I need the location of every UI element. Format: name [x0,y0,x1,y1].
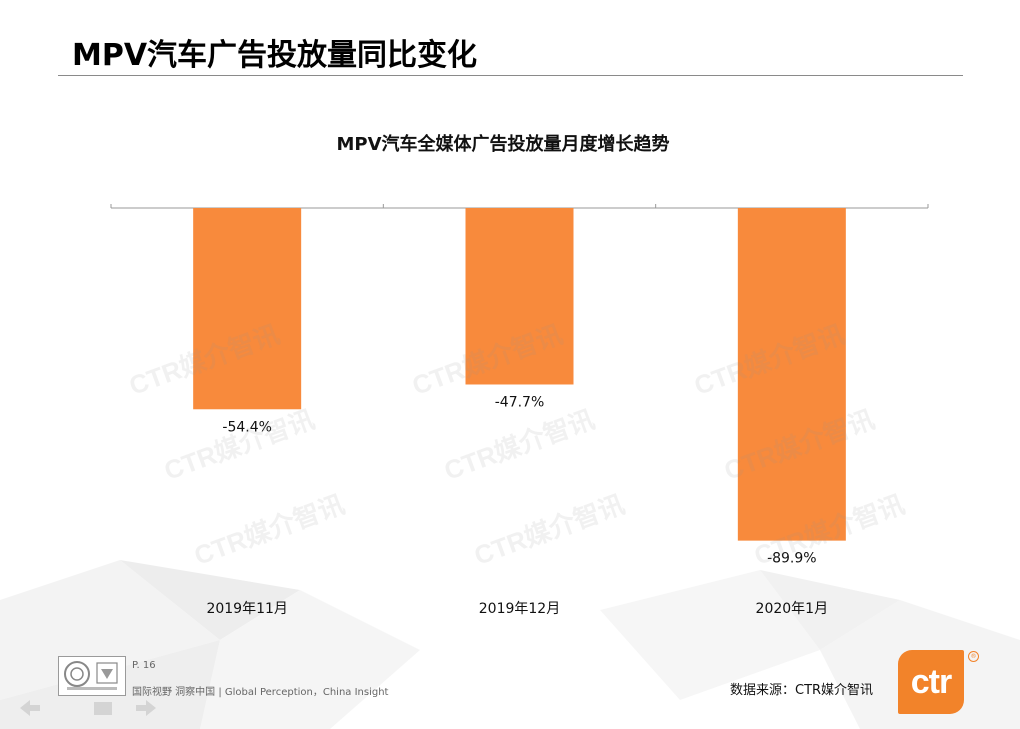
bar-value-label: -54.4% [222,419,272,435]
bar [465,208,574,385]
sgs-seal-icon [64,661,90,687]
footer-slogan: 国际视野 洞察中国 | Global Perception，China Insi… [132,687,389,698]
page-title: MPV汽车广告投放量同比变化 [72,38,478,73]
bar [737,208,846,541]
category-label: 2019年11月 [206,601,287,617]
ctr-logo: ctr [898,650,964,714]
prev-arrow-icon[interactable] [20,700,40,716]
bar-value-label: -89.9% [767,551,817,567]
next-arrow-icon[interactable] [136,700,156,716]
bar-value-label: -47.7% [495,394,545,410]
category-label: 2020年1月 [756,601,829,617]
chart-title: MPV汽车全媒体广告投放量月度增长趋势 [336,133,669,155]
ukas-mark-icon [96,662,118,684]
bar [193,208,302,410]
category-label: 2019年12月 [479,601,560,617]
nav-controls [20,700,156,716]
home-icon[interactable] [94,702,112,715]
data-source: 数据来源：CTR媒介智讯 [730,683,874,698]
page-number: P. 16 [132,660,156,671]
title-divider [58,75,963,76]
registered-mark: ® [968,651,979,662]
certification-logos [58,656,126,696]
